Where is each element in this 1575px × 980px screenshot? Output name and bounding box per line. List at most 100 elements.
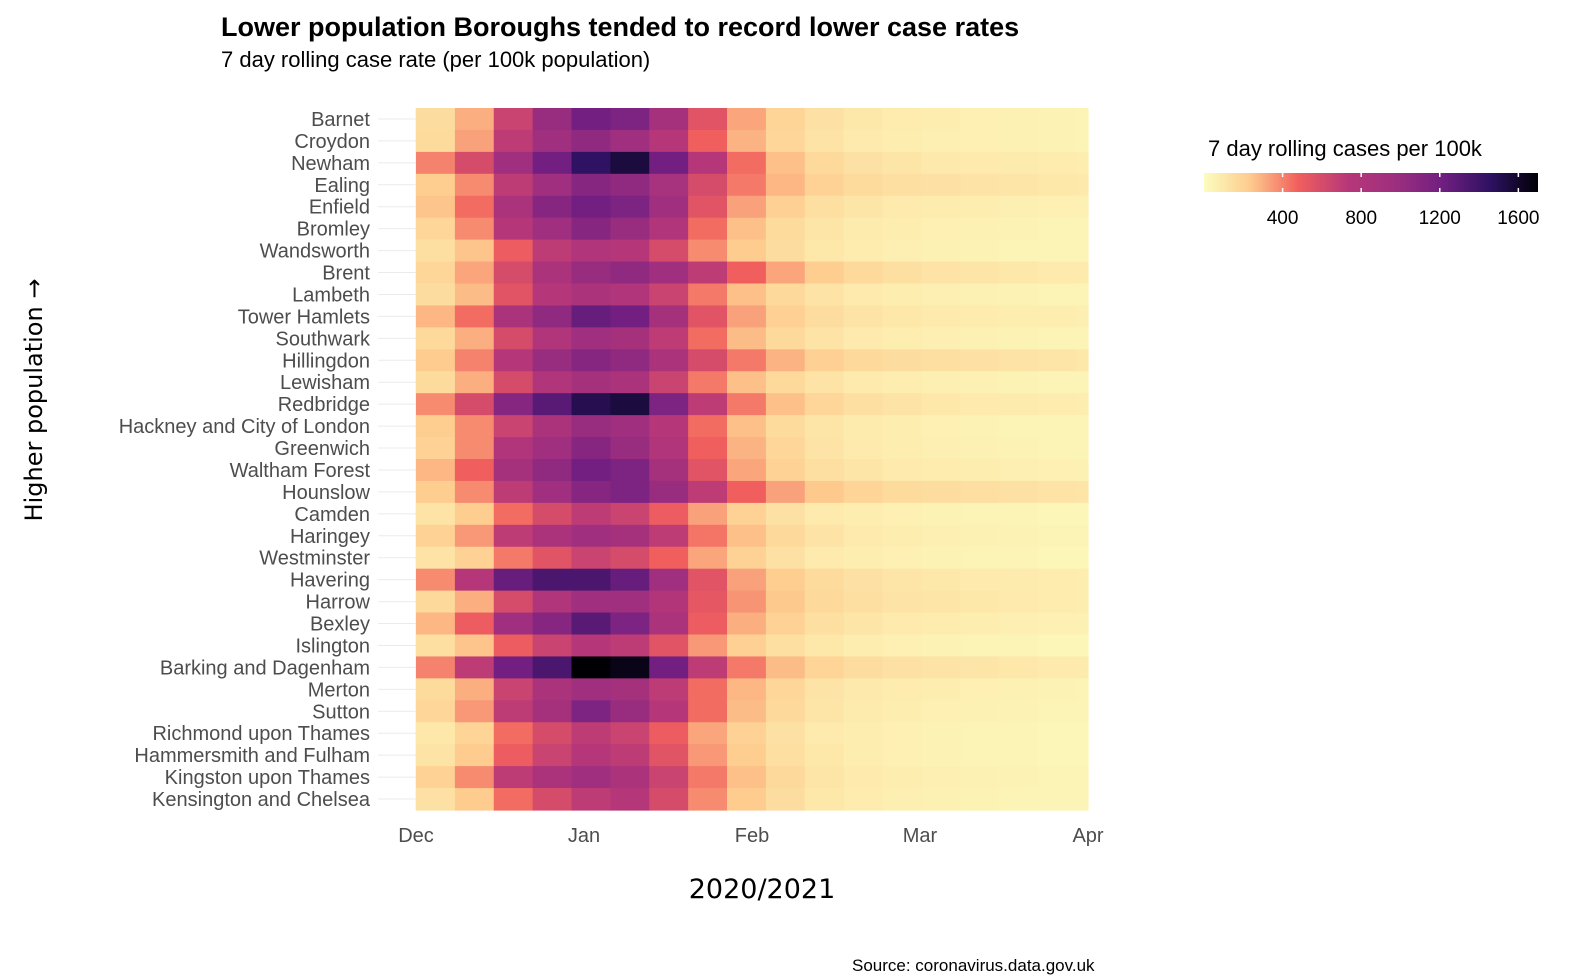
heatmap-cell — [765, 502, 806, 526]
heatmap-cell — [843, 239, 884, 263]
y-tick-label: Camden — [294, 504, 370, 526]
heatmap-cell — [649, 195, 689, 219]
heatmap-cell — [843, 459, 884, 482]
heatmap-cell — [882, 590, 922, 614]
heatmap-cell — [493, 678, 534, 701]
heatmap-cell — [999, 283, 1039, 307]
heatmap-cell — [727, 678, 767, 701]
heatmap-cell — [454, 744, 495, 767]
heatmap-cell — [882, 151, 922, 175]
heatmap-cell — [921, 349, 961, 372]
heatmap-cell — [454, 108, 495, 131]
heatmap-cell — [921, 766, 961, 789]
heatmap-cell — [571, 327, 611, 350]
heatmap-cell — [999, 371, 1039, 394]
heatmap-cell — [999, 129, 1039, 153]
legend-tick-label: 800 — [1345, 208, 1377, 229]
legend: 7 day rolling cases per 100k 400 800 1200 1… — [1204, 136, 1539, 229]
heatmap-cell — [416, 393, 456, 416]
heatmap-cell — [571, 546, 611, 570]
heatmap-cell — [649, 744, 689, 767]
heatmap-cell — [571, 590, 611, 614]
heatmap-cell — [804, 195, 845, 219]
heatmap-cell — [882, 195, 922, 219]
heatmap-cell — [765, 195, 806, 219]
heatmap-cell — [921, 151, 961, 175]
heatmap-cell — [688, 393, 728, 416]
heatmap-cell — [1076, 590, 1089, 614]
y-tick-label: Barking and Dagenham — [160, 657, 370, 679]
heatmap-cell — [1076, 480, 1089, 504]
heatmap-cell — [1038, 415, 1078, 438]
heatmap-cell — [765, 108, 806, 131]
heatmap-cell — [765, 722, 806, 745]
heatmap-cell — [610, 195, 650, 219]
heatmap-cell — [921, 480, 961, 504]
heatmap-cell — [765, 766, 806, 789]
heatmap-cell — [921, 502, 961, 526]
heatmap-cell — [532, 722, 573, 745]
heatmap-cell — [571, 788, 611, 811]
heatmap-cell — [882, 568, 922, 592]
heatmap-cell — [454, 195, 495, 219]
heatmap-cell — [999, 480, 1039, 504]
heatmap-cell — [688, 217, 728, 241]
heatmap-cell — [493, 239, 534, 263]
heatmap-cell — [765, 261, 806, 285]
heatmap-cell — [960, 437, 1000, 460]
heatmap-cell — [1038, 195, 1078, 219]
heatmap-cell — [960, 108, 1000, 131]
y-tick-label: Barnet — [311, 109, 370, 131]
heatmap-cell — [610, 612, 650, 636]
heatmap-cell — [1076, 744, 1089, 767]
heatmap-cell — [610, 590, 650, 614]
heatmap-cell — [532, 788, 573, 811]
heatmap-cell — [999, 722, 1039, 745]
heatmap-cell — [1038, 524, 1078, 548]
heatmap-cell — [493, 766, 534, 789]
heatmap-cell — [843, 415, 884, 438]
heatmap-cell — [649, 524, 689, 548]
heatmap-cell — [882, 261, 922, 285]
y-tick-label: Wandsworth — [260, 241, 370, 263]
heatmap-cell — [649, 305, 689, 328]
heatmap-cell — [688, 480, 728, 504]
heatmap-cell — [1038, 634, 1078, 658]
heatmap-cell — [1038, 744, 1078, 767]
heatmap-cell — [1076, 129, 1089, 153]
x-tick-label: Feb — [735, 825, 769, 847]
heatmap-cell — [649, 327, 689, 350]
y-tick-label: Lambeth — [292, 284, 370, 306]
heatmap-cell — [454, 766, 495, 789]
heatmap-cell — [688, 437, 728, 460]
heatmap-cell — [1038, 766, 1078, 789]
heatmap-cell — [882, 656, 922, 679]
heatmap-cell — [1038, 788, 1078, 811]
heatmap-cell — [1076, 722, 1089, 745]
heatmap-cell — [649, 108, 689, 131]
heatmap-cell — [727, 766, 767, 789]
heatmap-cell — [610, 217, 650, 241]
heatmap-cell — [765, 459, 806, 482]
heatmap-cell — [1038, 239, 1078, 263]
heatmap-cell — [1038, 590, 1078, 614]
heatmap-cell — [1038, 459, 1078, 482]
heatmap-cell — [571, 239, 611, 263]
heatmap-cell — [1038, 305, 1078, 328]
heatmap-cell — [610, 678, 650, 701]
heatmap-cell — [610, 766, 650, 789]
heatmap-cell — [571, 700, 611, 723]
heatmap-cell — [1076, 261, 1089, 285]
heatmap-cell — [532, 349, 573, 372]
heatmap-cell — [416, 788, 456, 811]
heatmap-cell — [804, 634, 845, 658]
legend-ticks: 400 800 1200 1600 — [1267, 173, 1539, 229]
heatmap-cell — [921, 217, 961, 241]
heatmap-cell — [804, 239, 845, 263]
heatmap-cell — [649, 480, 689, 504]
heatmap-cell — [882, 788, 922, 811]
heatmap-cell — [765, 151, 806, 175]
y-tick-label: Sutton — [312, 701, 370, 723]
heatmap-cell — [1038, 217, 1078, 241]
heatmap-cell — [454, 678, 495, 701]
